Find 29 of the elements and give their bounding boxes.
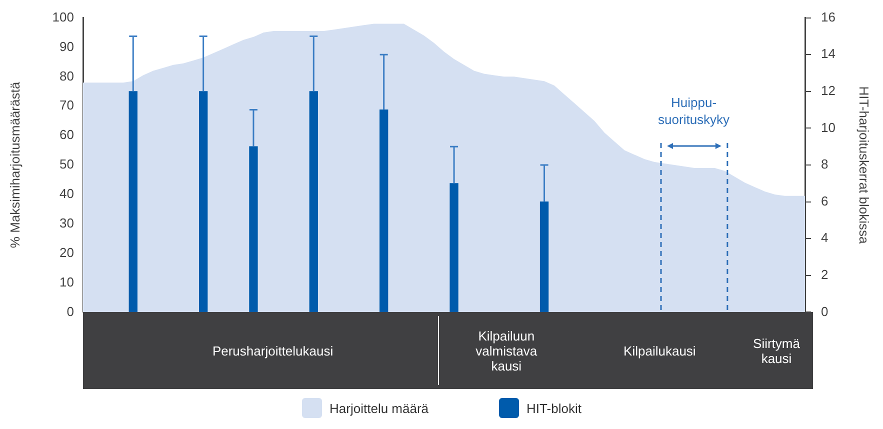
y-tick-label: 50 <box>60 156 74 172</box>
y-tick-label: 60 <box>60 127 74 142</box>
legend-label: Harjoittelu määrä <box>330 400 429 416</box>
y-tick-label: 90 <box>60 38 74 54</box>
y2-tick-label: 0 <box>821 304 828 319</box>
y2-tick-label: 12 <box>821 82 836 98</box>
y2-tick-label: 8 <box>821 156 828 172</box>
y-tick-label: 10 <box>60 274 74 290</box>
annotation: Huippu- suorituskyky <box>658 94 730 128</box>
y2-tick-label: 4 <box>821 230 828 246</box>
y-tick-label: 80 <box>60 68 74 84</box>
y2-tick-label: 14 <box>821 46 836 62</box>
y-tick-label: 40 <box>60 186 74 202</box>
y-tick-label: 30 <box>60 215 74 230</box>
y2-axis-title: HIT-harjoituskerrat blokissa <box>856 86 872 245</box>
y-axis-title: % Maksimiharjoitusmäärästä <box>7 81 22 248</box>
text: Siirtymä kausi <box>753 336 800 366</box>
y-tick-label: 20 <box>60 244 74 260</box>
legend-label: HIT-blokit <box>526 400 582 416</box>
text: Kilpailukausi <box>624 343 696 358</box>
text: Perusharjoittelukausi <box>212 343 334 358</box>
y2-tick-label: 16 <box>821 9 836 24</box>
y2-tick-label: 2 <box>821 266 828 282</box>
y2-tick-label: 10 <box>821 120 836 135</box>
y-tick-label: 0 <box>66 304 74 319</box>
y-tick-label: 100 <box>52 9 74 24</box>
y2-tick-label: 6 <box>821 193 828 208</box>
text: Kilpailuun valmistava kausi <box>476 328 538 374</box>
y-tick-label: 70 <box>60 98 74 113</box>
